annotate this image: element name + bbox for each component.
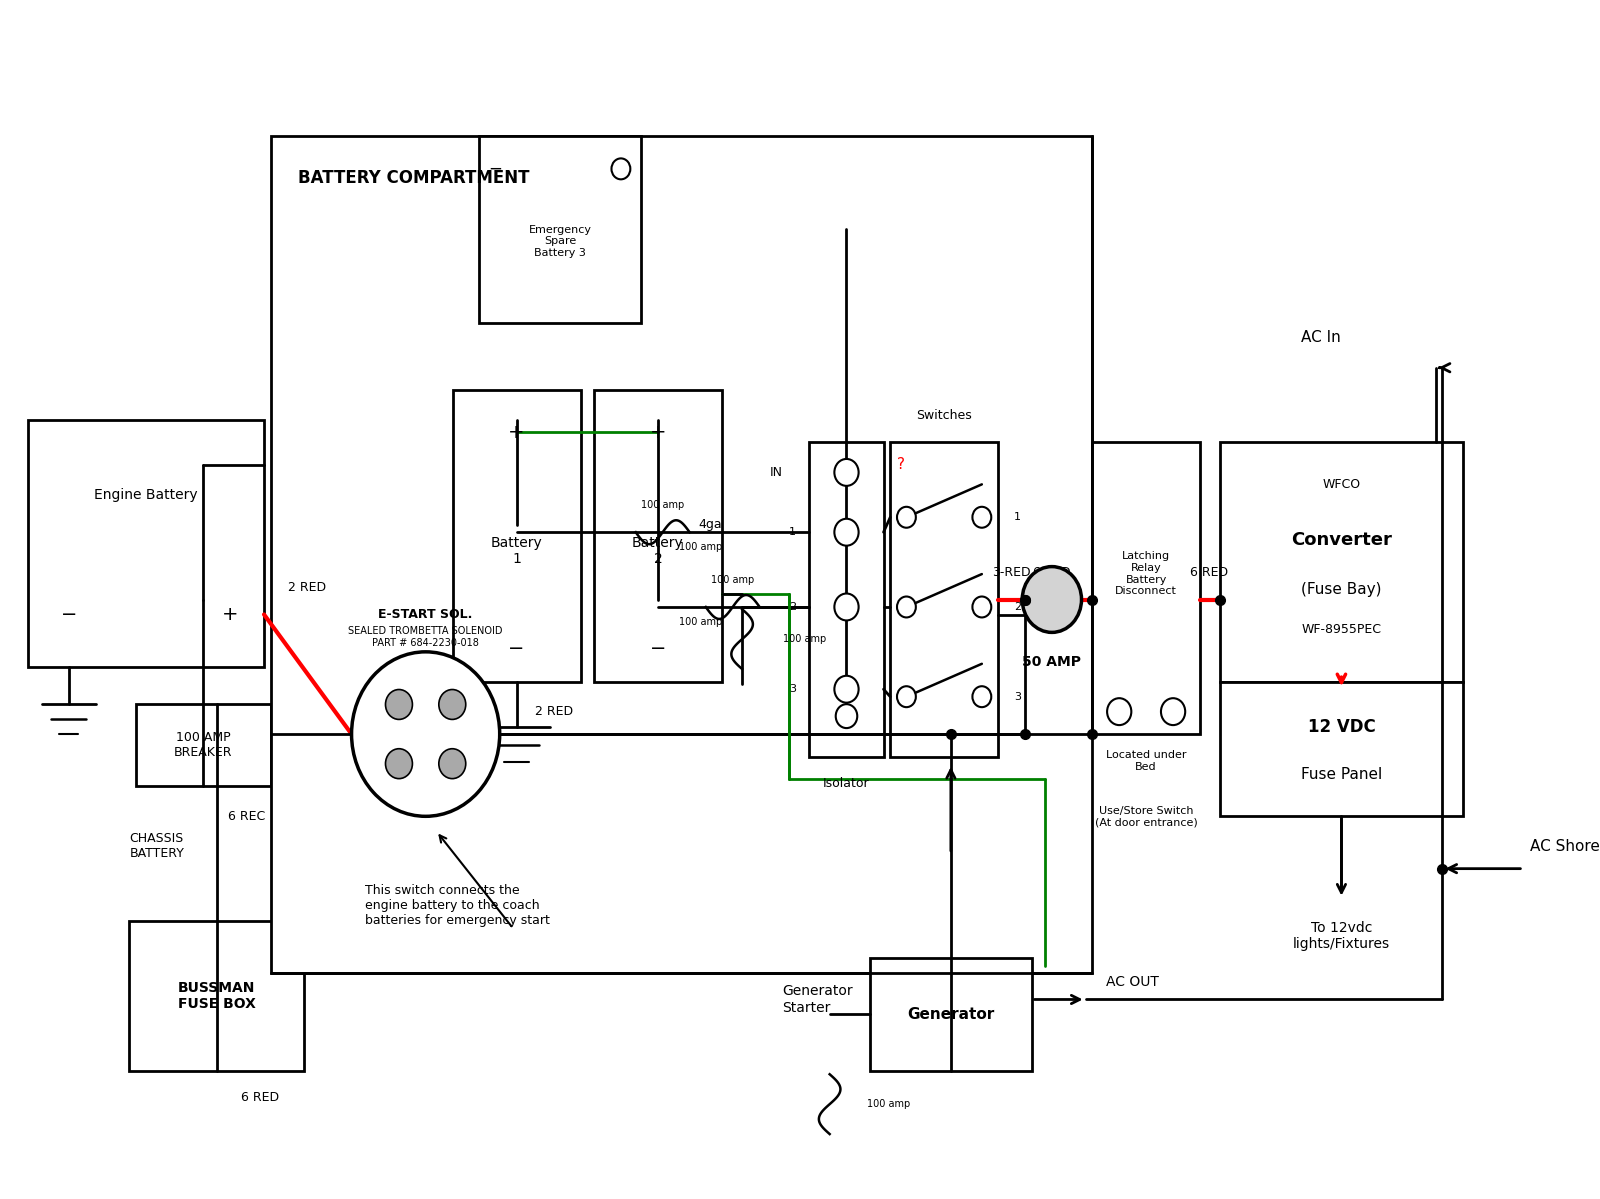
- Bar: [1221, 682, 1462, 817]
- Text: To 12vdc
lights/Fixtures: To 12vdc lights/Fixtures: [1293, 921, 1390, 951]
- Circle shape: [898, 507, 915, 528]
- Bar: [810, 442, 883, 757]
- Text: Switches: Switches: [917, 409, 973, 422]
- Circle shape: [898, 597, 915, 617]
- Text: Latching
Relay
Battery
Disconnect: Latching Relay Battery Disconnect: [1115, 552, 1178, 596]
- Text: 6-RED: 6-RED: [1032, 566, 1070, 579]
- Text: −: −: [488, 159, 502, 177]
- Text: +: +: [509, 422, 525, 441]
- Text: +: +: [222, 605, 238, 623]
- Bar: [480, 135, 642, 323]
- Text: 100 AMP
BREAKER: 100 AMP BREAKER: [174, 731, 232, 759]
- Text: 3: 3: [789, 685, 795, 694]
- Text: 1: 1: [789, 528, 795, 537]
- Text: 2 RED: 2 RED: [288, 582, 326, 594]
- Circle shape: [1107, 698, 1131, 725]
- Bar: [270, 135, 1093, 974]
- Text: 2 RED: 2 RED: [534, 705, 573, 718]
- Bar: [594, 390, 722, 682]
- Text: 50 AMP: 50 AMP: [1022, 656, 1082, 669]
- Circle shape: [973, 507, 992, 528]
- Circle shape: [438, 689, 466, 719]
- Text: −: −: [650, 639, 666, 658]
- Text: Converter: Converter: [1291, 531, 1392, 549]
- Text: 3-RED: 3-RED: [992, 566, 1030, 579]
- Text: AC Shore: AC Shore: [1530, 839, 1600, 854]
- Text: 100 amp: 100 amp: [642, 500, 685, 511]
- Text: 4ga: 4ga: [698, 518, 722, 531]
- Text: Generator
Starter: Generator Starter: [782, 984, 853, 1014]
- Text: 3: 3: [1014, 692, 1021, 701]
- Text: IN: IN: [770, 466, 782, 478]
- Text: Battery
1: Battery 1: [491, 536, 542, 566]
- Text: AC OUT: AC OUT: [1106, 975, 1158, 988]
- Text: This switch connects the
engine battery to the coach
batteries for emergency sta: This switch connects the engine battery …: [365, 884, 550, 927]
- Circle shape: [898, 686, 915, 707]
- Circle shape: [386, 748, 413, 778]
- Circle shape: [834, 519, 859, 546]
- Circle shape: [973, 686, 992, 707]
- Text: 2: 2: [1014, 602, 1021, 611]
- Bar: [136, 704, 270, 787]
- Text: Isolator: Isolator: [822, 777, 870, 790]
- Text: BATTERY COMPARTMENT: BATTERY COMPARTMENT: [298, 169, 530, 187]
- Text: Emergency
Spare
Battery 3: Emergency Spare Battery 3: [530, 224, 592, 258]
- Text: Use/Store Switch
(At door entrance): Use/Store Switch (At door entrance): [1094, 806, 1197, 827]
- Text: (Fuse Bay): (Fuse Bay): [1301, 582, 1382, 597]
- Circle shape: [834, 676, 859, 703]
- Circle shape: [386, 689, 413, 719]
- Circle shape: [438, 748, 466, 778]
- Text: BUSSMAN
FUSE BOX: BUSSMAN FUSE BOX: [178, 981, 256, 1011]
- Bar: [29, 420, 264, 667]
- Text: 6 RED: 6 RED: [1190, 566, 1229, 579]
- Text: WF-8955PEC: WF-8955PEC: [1301, 623, 1381, 635]
- Text: 2: 2: [789, 602, 795, 611]
- Text: 6 RED: 6 RED: [242, 1091, 280, 1104]
- Bar: [130, 921, 304, 1071]
- Text: ?: ?: [898, 458, 906, 472]
- Bar: [1221, 442, 1462, 682]
- Circle shape: [973, 597, 992, 617]
- Text: 12 VDC: 12 VDC: [1307, 717, 1376, 736]
- Text: −: −: [509, 639, 525, 658]
- Text: 6 REC: 6 REC: [227, 809, 266, 823]
- Text: 100 amp: 100 amp: [867, 1099, 910, 1109]
- Text: WFCO: WFCO: [1322, 478, 1360, 490]
- Text: Fuse Panel: Fuse Panel: [1301, 767, 1382, 782]
- Bar: [870, 958, 1032, 1071]
- Text: Engine Battery: Engine Battery: [94, 488, 198, 502]
- Text: 100 amp: 100 amp: [782, 634, 826, 644]
- Text: +: +: [650, 422, 666, 441]
- Text: 100 amp: 100 amp: [678, 542, 722, 553]
- Text: Battery
2: Battery 2: [632, 536, 683, 566]
- Text: 1: 1: [1014, 512, 1021, 523]
- Bar: [453, 390, 581, 682]
- Bar: [1093, 442, 1200, 734]
- Circle shape: [835, 704, 858, 728]
- Text: Located under
Bed: Located under Bed: [1106, 751, 1187, 772]
- Circle shape: [834, 594, 859, 620]
- Text: E-START SOL.: E-START SOL.: [379, 608, 474, 621]
- Circle shape: [1022, 567, 1082, 632]
- Text: Generator: Generator: [907, 1007, 995, 1022]
- Circle shape: [834, 459, 859, 486]
- Text: AC In: AC In: [1301, 331, 1341, 345]
- Text: SEALED TROMBETTA SOLENOID
PART # 684-2230-018: SEALED TROMBETTA SOLENOID PART # 684-223…: [349, 626, 502, 647]
- Circle shape: [611, 158, 630, 180]
- Text: CHASSIS
BATTERY: CHASSIS BATTERY: [130, 832, 184, 860]
- Circle shape: [1162, 698, 1186, 725]
- Text: 100 amp: 100 amp: [678, 617, 722, 627]
- Text: +: +: [614, 159, 627, 177]
- Bar: [890, 442, 998, 757]
- Text: 100 amp: 100 amp: [710, 576, 754, 585]
- Text: −: −: [61, 605, 77, 623]
- Circle shape: [352, 652, 499, 817]
